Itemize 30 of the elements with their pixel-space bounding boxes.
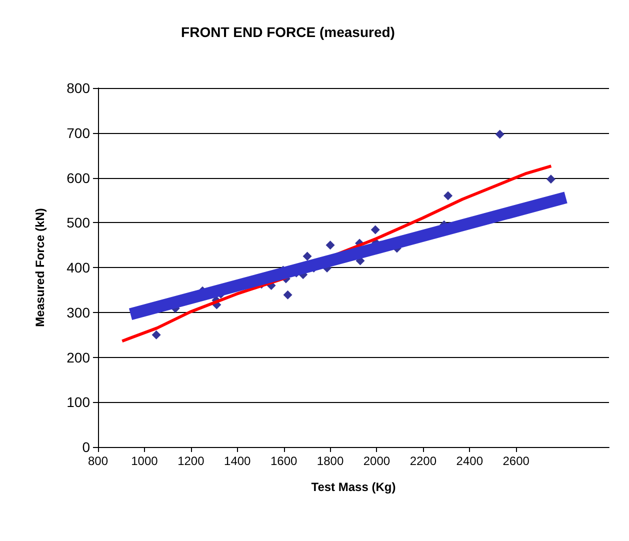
x-tick-label: 1800: [316, 454, 344, 468]
point: [283, 290, 292, 300]
point: [444, 191, 453, 200]
x-tick-label: 2400: [456, 454, 484, 468]
x-tick-label: 1000: [131, 454, 158, 468]
x-tick-label: 1600: [270, 454, 298, 468]
x-tick-label: 2200: [410, 454, 437, 468]
y-tick-label: 500: [66, 214, 90, 231]
y-tick-label: 100: [66, 394, 90, 410]
y-tick-label: 300: [66, 304, 90, 320]
y-axis-title: Measured Force (kN): [33, 208, 47, 327]
point: [495, 130, 504, 139]
point: [302, 252, 312, 261]
y-tick-label: 600: [66, 170, 90, 186]
x-axis-title: Test Mass (Kg): [311, 480, 396, 494]
y-tick-label: 800: [66, 80, 90, 96]
point: [370, 225, 380, 234]
x-tick-label: 1200: [178, 454, 205, 468]
y-tick-label: 400: [66, 260, 90, 276]
y-tick-label: 700: [66, 124, 90, 141]
x-tick-label: 800: [88, 454, 108, 468]
y-tick-label: 0: [82, 439, 90, 455]
y-tick-label: 200: [66, 349, 90, 366]
x-tick-label: 2000: [363, 454, 390, 468]
point: [546, 174, 556, 184]
point: [326, 240, 335, 250]
x-tick-label: 2600: [502, 454, 530, 468]
chart-title: FRONT END FORCE (measured): [181, 24, 395, 40]
x-tick-label: 1400: [224, 454, 252, 468]
point: [152, 330, 161, 340]
